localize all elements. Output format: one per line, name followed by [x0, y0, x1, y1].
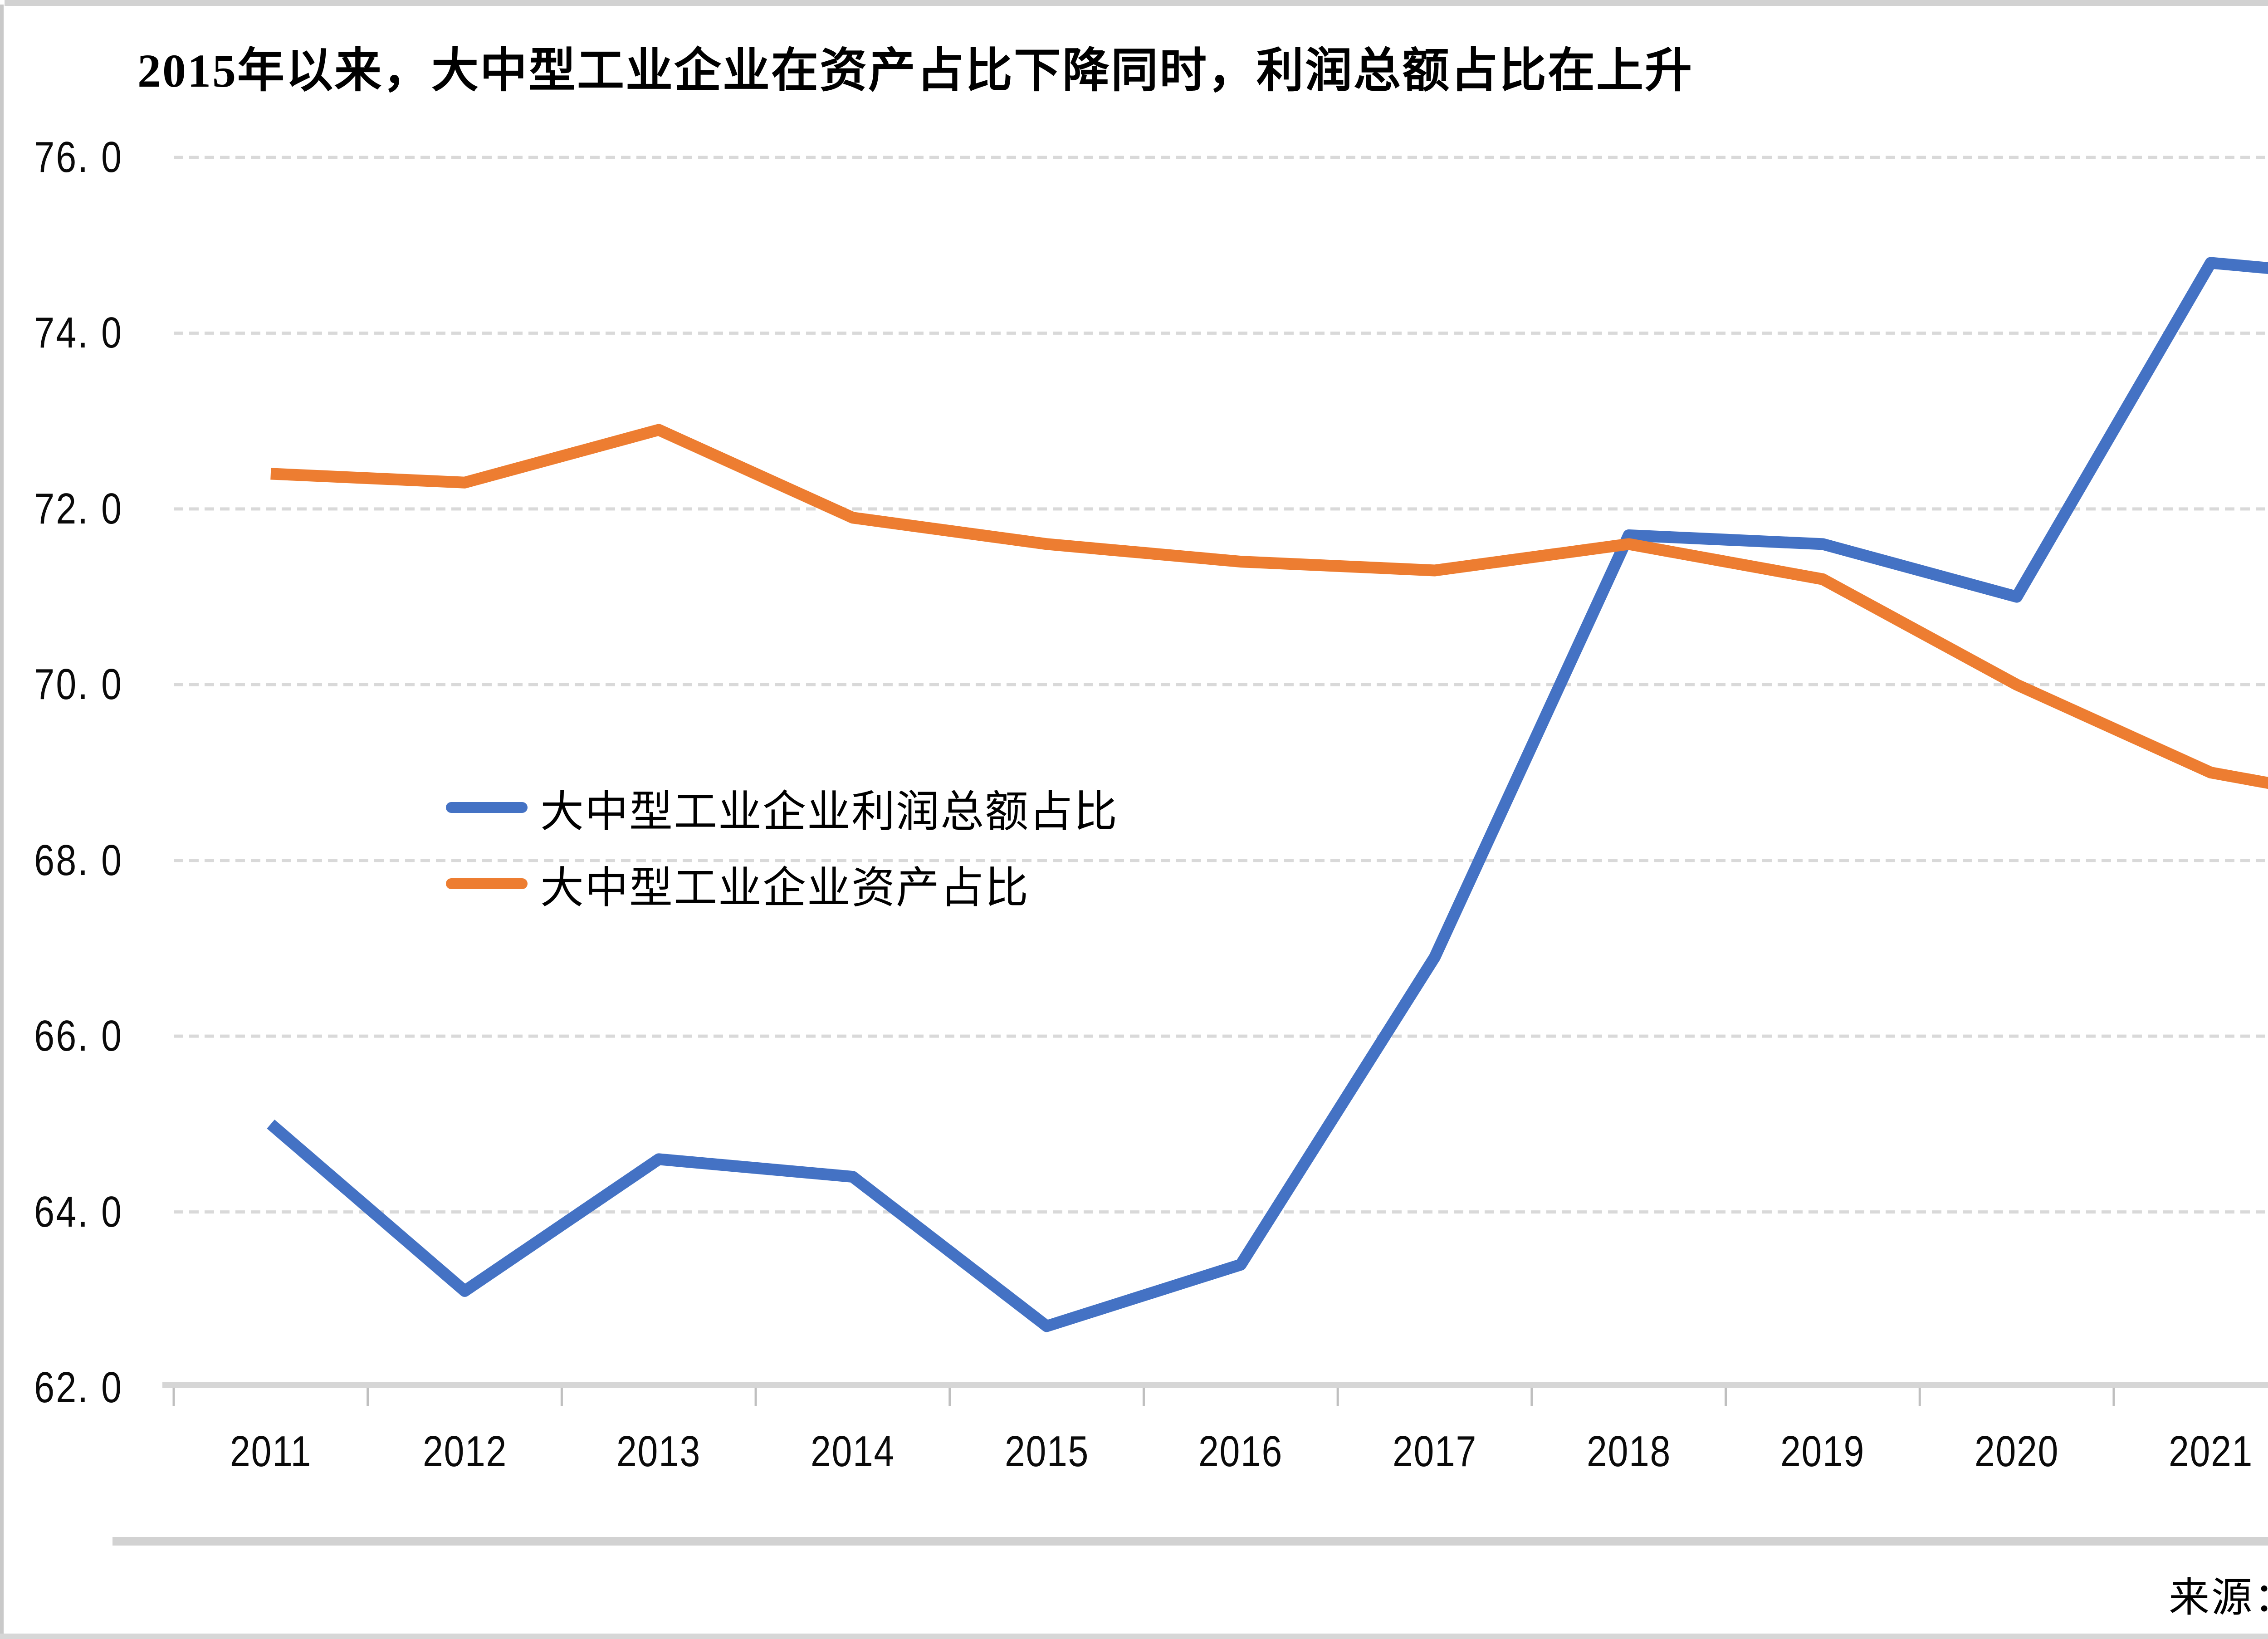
- x-tick-label: 2019: [1780, 1427, 1865, 1476]
- y-tick-label: 74. 0: [34, 308, 123, 357]
- x-tick-label: 2017: [1392, 1427, 1477, 1476]
- chart-title: 2015年以来，大中型工业企业在资产占比下降同时，利润总额占比在上升: [137, 45, 1694, 97]
- gridlines: [174, 156, 2268, 1214]
- bottom-edge-bar: [0, 1634, 2268, 1639]
- y-tick-label: 64. 0: [34, 1187, 123, 1236]
- x-tick-label: 2015: [1004, 1427, 1089, 1476]
- x-tick-label: 2012: [422, 1427, 507, 1476]
- y-tick-label: 72. 0: [34, 484, 123, 533]
- bottom-divider-bar: [112, 1537, 2268, 1546]
- x-tick-label: 2016: [1198, 1427, 1283, 1476]
- y-tick-label: 70. 0: [34, 660, 123, 709]
- chart-legend: 大中型工业企业利润总额占比 大中型工业企业资产占比: [446, 779, 1118, 932]
- source-note: 来源：WIND、界面商学院: [2169, 1575, 2268, 1620]
- legend-item-asset-share: 大中型工业企业资产占比: [446, 856, 1118, 912]
- y-tick-label: 76. 0: [34, 133, 123, 181]
- x-tick-label: 2021: [2168, 1427, 2253, 1476]
- axis-ticks: [172, 1388, 2115, 1406]
- asset-line-swatch-icon: [446, 878, 528, 889]
- x-tick-label: 2020: [1975, 1427, 2059, 1476]
- top-divider-bar: [5, 0, 2268, 6]
- x-tick-label: 2018: [1586, 1427, 1671, 1476]
- y-tick-label: 68. 0: [34, 836, 123, 885]
- legend-label-asset: 大中型工业企业资产占比: [540, 863, 1029, 912]
- y-tick-label: 62. 0: [34, 1363, 123, 1412]
- x-tick-label: 2014: [810, 1427, 895, 1476]
- y-tick-label: 66. 0: [34, 1012, 123, 1061]
- legend-label-profit: 大中型工业企业利润总额占比: [540, 787, 1118, 836]
- x-tick-label: 2011: [230, 1427, 312, 1476]
- profit-share-line: [267, 257, 2268, 1332]
- x-tick-label: 2013: [616, 1427, 701, 1476]
- legend-item-profit-share: 大中型工业企业利润总额占比: [446, 779, 1118, 836]
- profit-total-share-line: [267, 257, 2268, 1332]
- asset-share-line: [270, 424, 2268, 789]
- left-edge-line: [0, 5, 4, 1639]
- profit-line-swatch-icon: [446, 802, 528, 813]
